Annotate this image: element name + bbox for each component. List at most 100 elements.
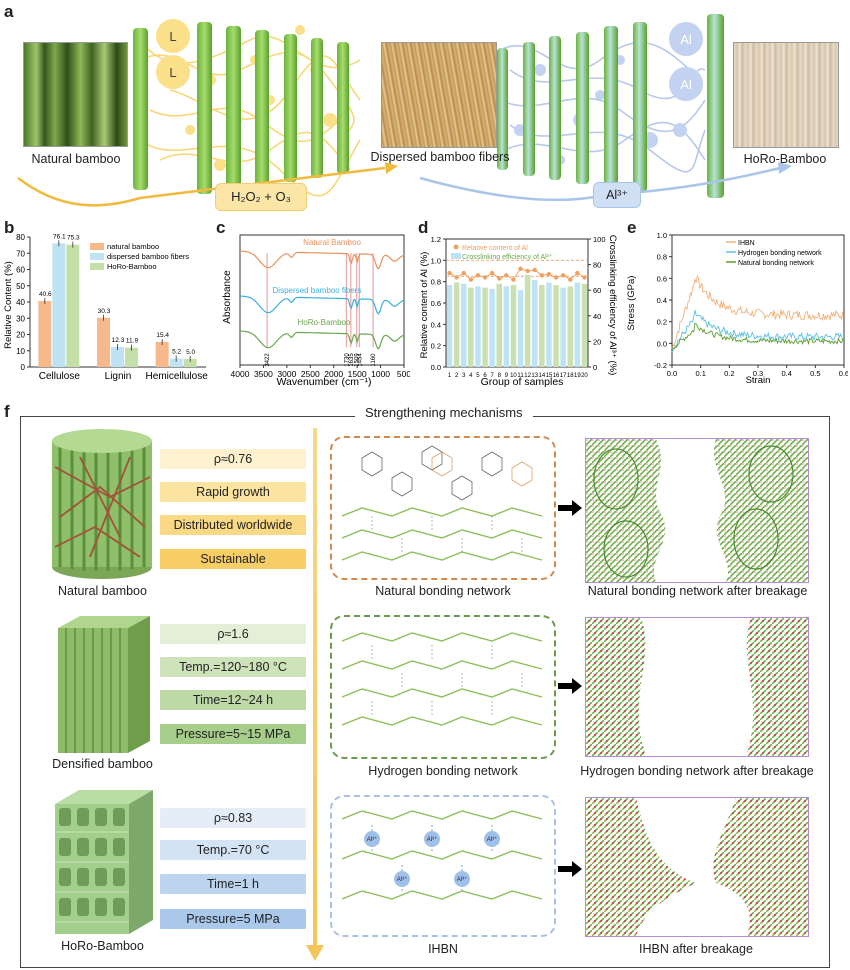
chart-e-ytick-label: 0.2: [657, 318, 667, 327]
chart-c-peak-label: 1635: [349, 353, 355, 367]
ihbn-al-ion-1: Al³⁺: [367, 836, 378, 843]
chart-d-xtick-label: 19: [574, 373, 581, 379]
chart-d-bar: [446, 285, 453, 367]
panel-f-title: Strengthening mechanisms: [355, 405, 533, 420]
caption-horo-bamboo: HoRo-Bamboo: [743, 152, 827, 166]
chart-b-ytick-label: 0: [21, 363, 26, 372]
chart-e-legend-label: Hydrogen bonding network: [738, 250, 822, 257]
natural-breakage-sim: [585, 438, 809, 583]
chart-b-value-label: 5.2: [172, 349, 181, 356]
natural-network-box: [330, 436, 556, 580]
chart-c-peak-label: 1454: [357, 353, 363, 367]
chart-d-xtick-label: 5: [476, 373, 480, 379]
chart-d-xtick-label: 3: [462, 373, 466, 379]
chart-d-point: [568, 277, 573, 282]
chart-d-ytick-right-label: 40: [593, 312, 601, 321]
chart-d-point: [560, 273, 566, 278]
chart-c-xtick-label: 2000: [324, 369, 343, 379]
densified-bamboo-illustration: [58, 616, 150, 753]
chart-c-peak-label: 1160: [371, 353, 377, 367]
chart-d-point: [475, 273, 481, 278]
ihbn-label: IHBN: [428, 942, 458, 956]
chart-d-bar: [496, 283, 502, 367]
chart-c-xlabel: Wavenumber (cm⁻¹): [277, 376, 372, 388]
chart-d-ytick-right-label: 100: [593, 235, 606, 244]
arrow-row3: [558, 866, 574, 872]
panel-e-label: e: [627, 218, 637, 237]
chart-d-bar: [553, 285, 559, 367]
caption-dispersed-fibers: Dispersed bamboo fibers: [370, 150, 510, 164]
arrow-row2: [558, 683, 574, 689]
arrow-row1: [558, 505, 574, 511]
chart-d-bar: [546, 282, 552, 367]
row2-prop-temperature: Temp.=120~180 °C: [160, 657, 306, 677]
chart-d-ytick-left-label: 1.2: [431, 235, 441, 244]
chart-b-value-label: 12.3: [112, 337, 125, 344]
ihbn-structure: Al³⁺ Al³⁺ Al³⁺ Al³⁺ Al³⁺: [341, 810, 543, 900]
chart-e-series-line: [671, 322, 844, 350]
chart-d-bar: [482, 287, 488, 367]
chart-d-legend-marker-line: [453, 244, 459, 250]
chart-c-xtick-label: 4000: [231, 369, 250, 379]
panel-c-label: c: [216, 218, 226, 237]
chart-d-ytick-right-label: 80: [593, 261, 601, 270]
chart-b-bar: [38, 301, 52, 367]
chart-d-xtick-label: 15: [546, 373, 553, 379]
chart-b-bar: [66, 244, 80, 367]
natural-breakage-label: Natural bonding network after breakage: [587, 584, 808, 598]
chart-d-point: [468, 277, 474, 282]
al-marker-1: Al: [680, 32, 692, 47]
chart-b-value-label: 75.3: [67, 235, 80, 242]
chart-e-ytick-label: 0.0: [657, 339, 667, 348]
chart-d-xtick-label: 7: [490, 373, 494, 379]
ihbn-breakage-visual: [586, 798, 808, 936]
chart-d-xtick-label: 16: [553, 373, 560, 379]
chart-d-point: [546, 272, 552, 277]
chart-d-point: [539, 273, 545, 278]
chart-d-xtick-label: 11: [517, 373, 524, 379]
chart-d-bar: [517, 290, 524, 367]
chart-d-xtick-label: 17: [560, 373, 567, 379]
chart-c-peak-label: 3422: [265, 353, 271, 367]
chart-b-value-label: 40.6: [39, 291, 52, 298]
chart-d-bar: [539, 285, 545, 367]
chart-e-ytick-label: 1.0: [657, 231, 667, 240]
chart-b-category-label: Lignin: [105, 371, 132, 382]
chart-b-legend-label: dispersed bamboo fibers: [107, 252, 189, 261]
hydrogen-network-structure: [341, 632, 543, 726]
chart-c-xtick-label: 3500: [254, 369, 273, 379]
chart-b-bar: [183, 358, 197, 367]
row2-material-label: Densified bamboo: [52, 757, 153, 771]
chart-d-point: [575, 270, 580, 276]
arrow-head-row3: [572, 861, 582, 877]
chart-e-xtick-label: 0.3: [753, 369, 763, 378]
dispersed-fibers-photo: [381, 42, 497, 148]
chart-d-xtick-label: 4: [469, 373, 473, 379]
chart-d-ytick-right-label: 0: [593, 363, 597, 372]
chart-d-ytick-right-label: 60: [593, 286, 601, 295]
ihbn-breakage-sim: [585, 797, 809, 937]
panel-b-label: b: [4, 218, 15, 237]
chart-d-legend-label-al: Relative content of Al: [462, 245, 528, 252]
chart-d-bar: [581, 283, 588, 367]
chart-b-ylabel: Relative Content (%): [3, 261, 14, 349]
chart-d-bar: [560, 287, 566, 367]
row2-prop-time: Time=12~24 h: [160, 690, 306, 710]
chart-c-xtick-label: 3000: [277, 369, 296, 379]
natural-network-label: Natural bonding network: [375, 584, 511, 598]
chart-b-value-label: 5.0: [186, 349, 195, 356]
chart-e-xlabel: Strain: [746, 375, 771, 386]
chart-b-legend-label: HoRo-Bamboo: [107, 262, 157, 271]
chart-d-point: [553, 275, 559, 280]
chart-c-xtick-label: 500: [397, 369, 410, 379]
panel-f-label: f: [4, 402, 10, 421]
row1-material-label: Natural bamboo: [58, 584, 147, 598]
chart-d-bar: [489, 288, 495, 367]
chart-b-bar: [52, 243, 66, 367]
horo-bamboo-illustration: [55, 790, 153, 934]
panel-a-schematic: L L Al Al: [17, 14, 792, 207]
chart-d-xtick-label: 18: [567, 373, 574, 379]
chart-c-series-line: [240, 295, 405, 315]
chart-b-value-label: 30.3: [98, 308, 111, 315]
chart-b-legend-swatch: [90, 253, 104, 260]
